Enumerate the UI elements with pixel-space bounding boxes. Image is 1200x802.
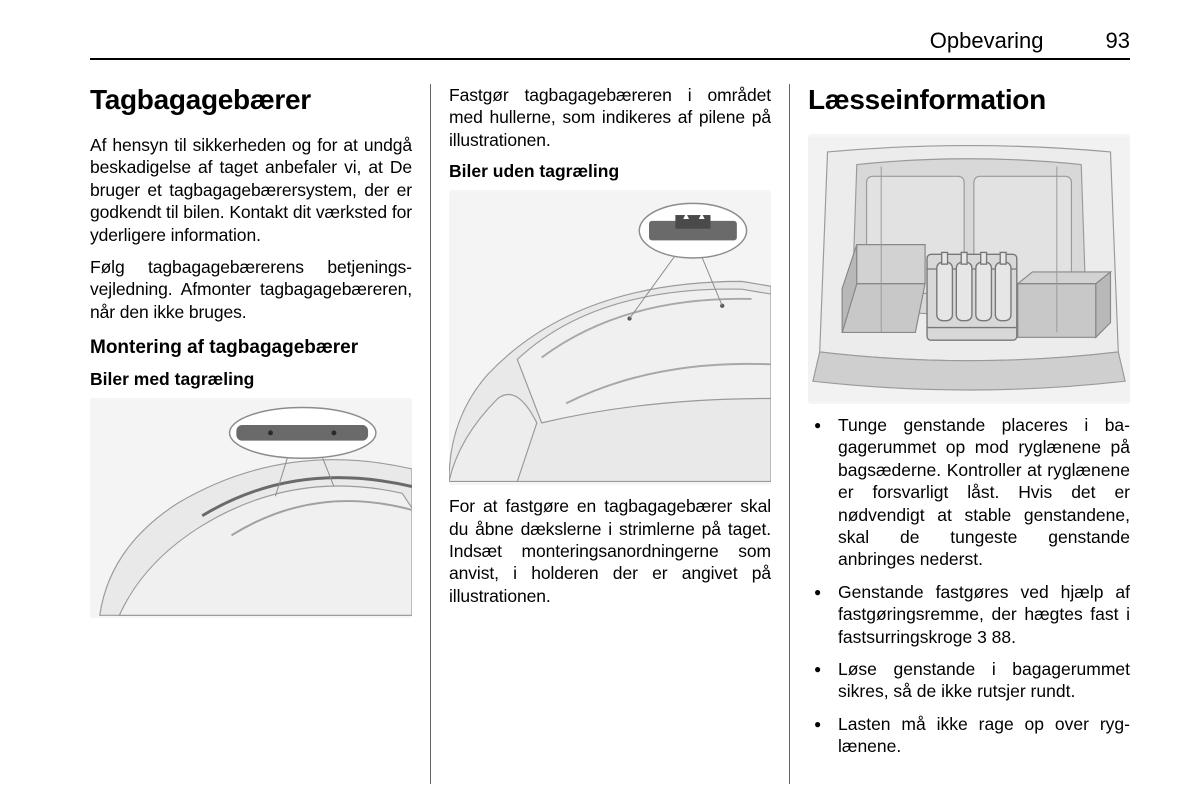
col1-heading: Tagbagagebærer (90, 84, 412, 116)
col3-bullets: Tunge genstande placeres i ba­gagerummet… (808, 414, 1130, 757)
header-pagenum: 93 (1106, 28, 1130, 54)
col1-para1: Af hensyn til sikkerheden og for at undg… (90, 134, 412, 246)
illustration-roof-norail (449, 190, 771, 485)
list-item: Lasten må ikke rage op over ryg­lænene. (808, 713, 1130, 758)
list-item: Genstande fastgøres ved hjælp af fastgør… (808, 581, 1130, 648)
col1-subheading: Montering af tagbagagebærer (90, 337, 412, 359)
illustration-roof-rail (90, 398, 412, 618)
list-item: Tunge genstande placeres i ba­gagerummet… (808, 414, 1130, 571)
col2-para2: For at fastgøre en tagbagagebærer skal d… (449, 495, 771, 607)
column-2: Fastgør tagbagagebæreren i områ­det med … (430, 84, 789, 784)
page-header: Opbevaring 93 (90, 28, 1130, 60)
col1-para2: Følg tagbagagebærerens betjenings­vejled… (90, 256, 412, 323)
column-3: Læsseinformation (789, 84, 1130, 784)
col2-subsubheading: Biler uden tagræling (449, 161, 771, 182)
header-section: Opbevaring (930, 28, 1044, 54)
page: Opbevaring 93 Tagbagagebærer Af hensyn t… (0, 0, 1200, 802)
col2-para1: Fastgør tagbagagebæreren i områ­det med … (449, 84, 771, 151)
col3-heading: Læsseinformation (808, 84, 1130, 116)
column-1: Tagbagagebærer Af hensyn til sikkerheden… (90, 84, 430, 784)
list-item: Løse genstande i bagagerummet sikres, så… (808, 658, 1130, 703)
col1-subsubheading: Biler med tagræling (90, 369, 412, 390)
illustration-cargo (808, 134, 1130, 404)
columns: Tagbagagebærer Af hensyn til sikkerheden… (90, 84, 1130, 784)
